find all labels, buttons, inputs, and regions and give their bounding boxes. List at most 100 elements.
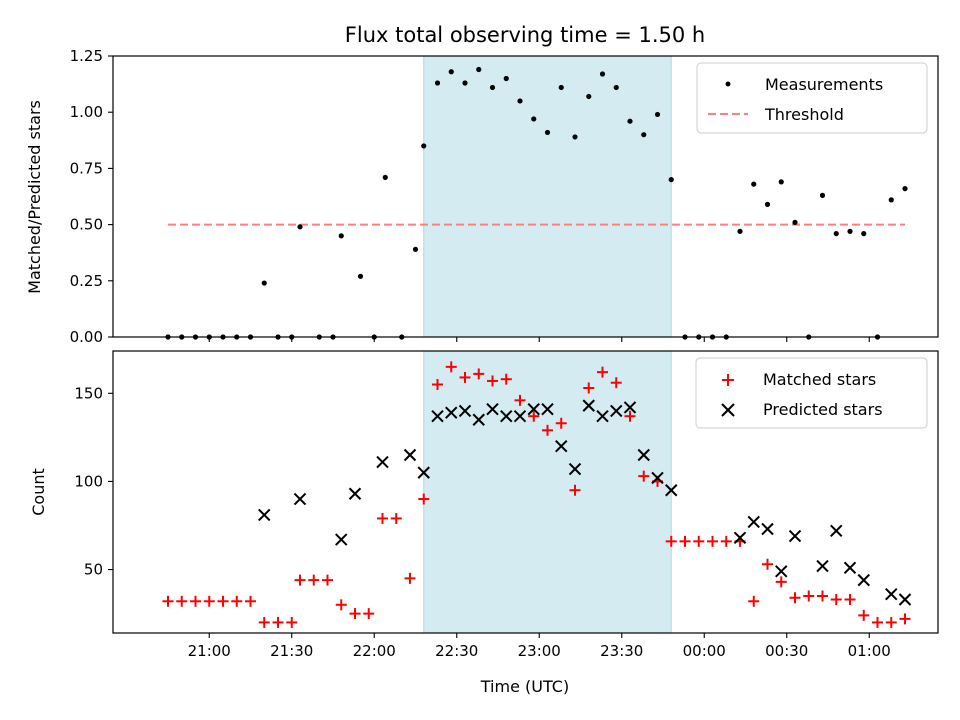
measurement-point <box>297 224 303 230</box>
measurement-point <box>382 174 388 180</box>
matched-star-point <box>597 366 608 378</box>
predicted-star-point <box>747 515 760 529</box>
y-tick-label: 0.00 <box>70 328 103 346</box>
measurement-point <box>737 228 743 234</box>
bottom-x-axis-label: Time (UTC) <box>480 677 569 696</box>
matched-star-point <box>528 410 540 422</box>
matched-star-point <box>665 535 677 547</box>
predicted-star-point <box>788 529 802 543</box>
x-tick-label: 21:00 <box>188 642 231 660</box>
matched-star-point <box>487 375 498 387</box>
matched-star-point <box>390 512 402 524</box>
matched-star-point <box>830 594 842 606</box>
matched-star-point <box>258 616 270 628</box>
y-tick-label: 50 <box>84 561 103 579</box>
matched-star-point <box>858 609 870 621</box>
matched-star-point <box>445 361 457 373</box>
predicted-star-point <box>376 455 389 469</box>
measurement-point <box>668 177 674 183</box>
predicted-star-point <box>775 565 788 578</box>
matched-star-point <box>500 373 512 385</box>
matched-star-point <box>432 378 443 390</box>
predicted-star-point <box>857 573 870 587</box>
top-legend-frame <box>696 62 928 134</box>
predicted-star-point <box>830 524 843 537</box>
matched-star-point <box>775 576 787 588</box>
measurement-point <box>531 116 537 122</box>
measurement-point <box>338 233 344 239</box>
legend-predicted-label: Predicted stars <box>763 400 883 419</box>
predicted-star-point <box>445 406 458 419</box>
x-tick-label: 22:00 <box>353 642 396 660</box>
x-tick-label: 23:30 <box>600 642 643 660</box>
matched-star-point <box>176 595 188 607</box>
top-panel: Flux total observing time = 1.50 h 0.000… <box>25 23 939 346</box>
predicted-star-point <box>293 492 307 506</box>
predicted-star-point <box>555 439 568 453</box>
matched-star-point <box>844 594 856 606</box>
predicted-star-point <box>500 410 513 423</box>
predicted-star-point <box>651 471 664 485</box>
measurement-point <box>613 84 619 91</box>
matched-star-point <box>404 572 416 584</box>
measurement-point <box>572 134 578 140</box>
matched-star-point <box>294 574 306 586</box>
predicted-star-point <box>513 410 527 423</box>
predicted-star-point <box>417 466 430 479</box>
bottom-y-axis-label: Count <box>29 468 48 516</box>
y-tick-label: 0.50 <box>70 216 103 234</box>
top-axes-frame <box>112 55 939 338</box>
measurement-point <box>517 98 523 104</box>
top-legend: Measurements Threshold <box>696 62 928 134</box>
measurement-point <box>764 201 771 207</box>
matched-star-point <box>569 484 581 496</box>
x-tick-label: 23:00 <box>518 642 561 660</box>
legend-matched-plus <box>722 374 734 386</box>
top-y-axis-label: Matched/Predicted stars <box>25 100 44 294</box>
measurement-point <box>902 186 908 192</box>
measurement-point <box>888 197 894 203</box>
matched-star-point <box>583 382 595 394</box>
measurement-point <box>586 93 592 100</box>
predicted-star-point <box>843 561 857 574</box>
bottom-legend-frame <box>695 357 928 429</box>
predicted-star-point <box>733 531 747 545</box>
matched-star-point <box>162 595 174 607</box>
measurement-point <box>558 84 564 91</box>
measurement-point <box>627 118 633 124</box>
predicted-star-point <box>885 588 898 601</box>
y-tick-label: 150 <box>74 384 103 402</box>
matched-star-point <box>322 574 333 586</box>
matched-star-point <box>872 616 883 628</box>
predicted-star-point <box>568 462 582 476</box>
bottom-panel: 21:00 21:30 22:00 22:30 23:00 23:30 00:00 00:30… <box>29 350 939 696</box>
x-tick-label: 22:30 <box>435 642 478 660</box>
matched-star-point <box>514 394 526 406</box>
predicted-star-point <box>816 559 829 573</box>
predicted-star-point <box>403 448 417 462</box>
predicted-star-point <box>541 402 554 416</box>
predicted-star-point <box>348 487 362 500</box>
bottom-legend: Matched stars Predicted stars <box>695 357 928 429</box>
matched-star-point <box>693 535 705 547</box>
predicted-star-point <box>665 484 678 497</box>
predicted-star-point <box>610 404 623 418</box>
bottom-shaded-span <box>423 350 672 634</box>
bottom-x-ticks: 21:00 21:30 22:00 22:30 23:00 23:30 00:00 00:30… <box>188 633 891 660</box>
matched-star-point <box>190 595 201 607</box>
matched-star-point <box>231 595 243 607</box>
matched-star-point <box>363 608 375 620</box>
matched-star-point <box>789 592 801 604</box>
measurement-point <box>476 66 482 73</box>
measurement-point <box>792 219 798 225</box>
predicted-star-point <box>527 402 540 416</box>
matched-star-point <box>817 590 828 602</box>
predicted-star-point <box>761 522 774 536</box>
x-tick-label: 00:00 <box>683 642 726 660</box>
predicted-star-point <box>472 413 485 426</box>
measurement-point <box>847 228 853 234</box>
predicted-star-point <box>258 508 271 522</box>
predicted-star-point <box>898 593 912 606</box>
top-x-ticks <box>208 337 870 342</box>
